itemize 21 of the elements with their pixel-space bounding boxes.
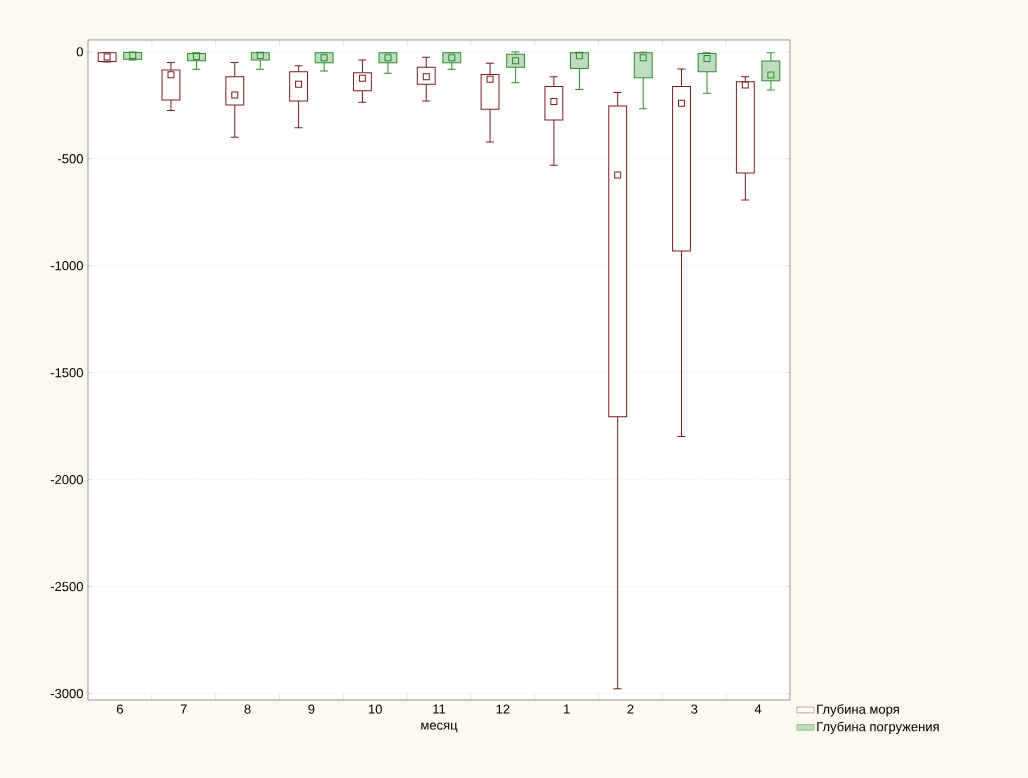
y-tick-label: -2000: [50, 475, 83, 485]
y-tick-label: 0: [76, 47, 83, 57]
y-tick-label: -2500: [50, 581, 83, 592]
y-tick-label: -1000: [50, 261, 83, 271]
y-tick-label: -3000: [50, 688, 83, 699]
x-tick-label: 12: [496, 704, 510, 714]
x-tick-label: 3: [691, 704, 698, 714]
x-tick-label: 10: [368, 704, 382, 714]
x-tick-label: 7: [180, 704, 187, 714]
y-tick-label: -1500: [50, 368, 83, 378]
x-tick-label: 6: [116, 704, 123, 714]
legend-label: Глубина моря: [817, 704, 899, 717]
x-axis-title: месяц: [421, 722, 458, 733]
y-tick-label: -500: [58, 154, 83, 164]
legend-label: Глубина погружения: [817, 721, 939, 734]
x-tick-label: 2: [627, 704, 634, 714]
x-tick-label: 9: [308, 704, 315, 714]
x-tick-label: 1: [564, 704, 570, 714]
x-tick-label: 4: [754, 704, 762, 714]
x-tick-label: 11: [433, 704, 446, 714]
x-tick-label: 8: [244, 704, 251, 714]
